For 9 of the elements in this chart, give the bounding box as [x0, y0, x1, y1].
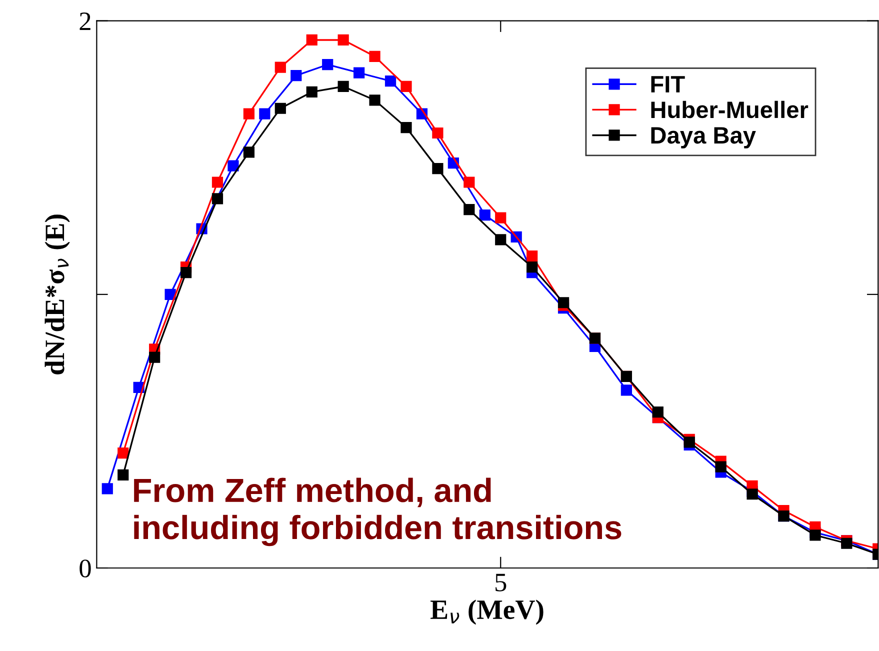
legend-label: FIT: [651, 76, 685, 92]
x-tick-label: 5: [496, 574, 506, 592]
y-tick-label: 0: [80, 560, 91, 578]
y-axis-title: dN/dE*σ$_{ν}$ (E): [44, 214, 70, 374]
legend-label: Huber-Mueller: [651, 100, 808, 118]
legend-label: Daya Bay: [651, 127, 756, 148]
x-axis-title: E$_{ν}$ (MeV): [430, 600, 544, 625]
annotation: From Zeff method, and including forbidden transitions: [134, 478, 622, 546]
y-tick-label: 2: [80, 12, 90, 30]
